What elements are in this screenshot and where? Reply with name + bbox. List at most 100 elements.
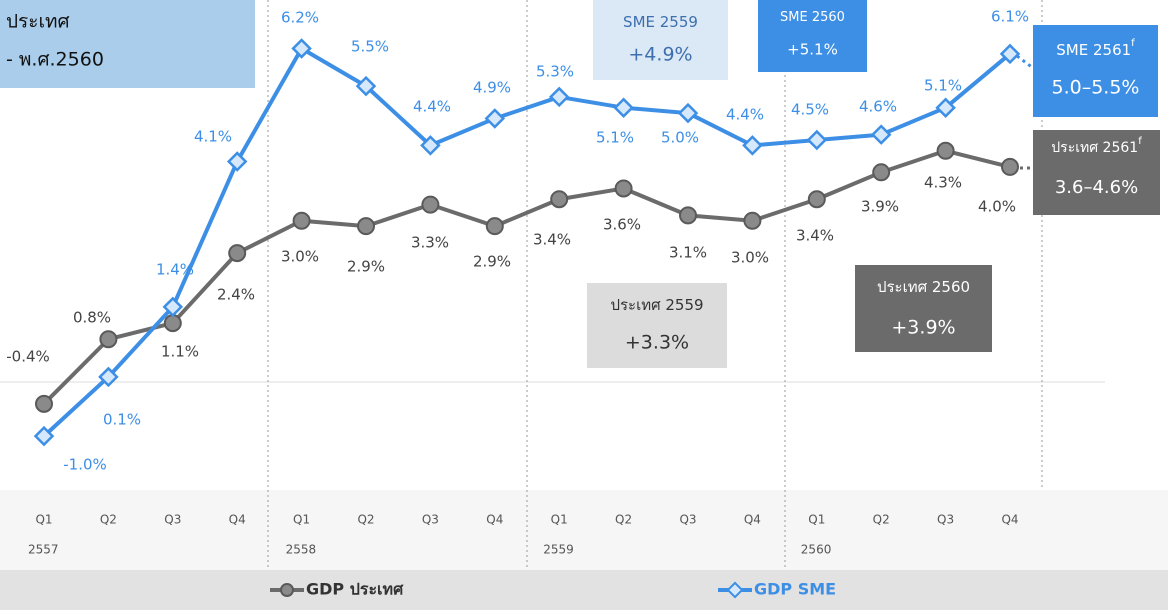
sme-marker xyxy=(420,135,441,156)
data-label: 3.0% xyxy=(281,248,319,266)
year-label: 2557 xyxy=(28,543,59,557)
year-label: 2560 xyxy=(801,543,832,557)
annotation-box xyxy=(1033,130,1160,215)
data-label: 2.4% xyxy=(217,286,255,304)
data-label: 4.4% xyxy=(726,106,764,124)
x-tick-label: Q3 xyxy=(422,513,439,527)
gdp-marker xyxy=(743,211,762,230)
gdp-marker xyxy=(421,195,440,214)
x-tick-label: Q4 xyxy=(744,513,761,527)
data-label: 5.1% xyxy=(924,77,962,95)
gdp-marker xyxy=(228,244,247,263)
annotation-label-text: ประเทศ 2559 xyxy=(610,296,703,314)
annotation-label-text: ประเทศ 2561 xyxy=(1051,140,1138,156)
sme-marker xyxy=(484,108,506,129)
series-line xyxy=(42,148,1011,406)
x-tick-label: Q4 xyxy=(229,513,246,527)
data-label: 3.6% xyxy=(603,216,641,234)
data-label: 4.6% xyxy=(859,98,897,116)
data-label: 4.0% xyxy=(978,198,1016,216)
data-label: 6.1% xyxy=(991,8,1029,26)
legend-marker xyxy=(726,581,744,599)
data-label: -1.0% xyxy=(63,456,107,474)
annotation-value: +3.3% xyxy=(625,332,689,354)
data-label: -0.4% xyxy=(6,348,50,366)
sme-marker xyxy=(291,38,312,59)
x-tick-label: Q3 xyxy=(937,513,954,527)
data-label: 0.1% xyxy=(103,411,141,429)
sme-marker xyxy=(870,124,892,145)
gdp-marker xyxy=(807,190,826,209)
note-box xyxy=(0,0,255,88)
sme-marker xyxy=(355,75,377,97)
legend-label: GDP ประเทศ xyxy=(306,580,404,599)
year-label: 2558 xyxy=(286,543,317,557)
gdp-marker xyxy=(872,163,891,182)
data-label: 2.9% xyxy=(347,258,385,276)
trend-dash xyxy=(1016,54,1034,70)
x-tick-label: Q1 xyxy=(35,513,52,527)
sme-marker xyxy=(98,366,119,388)
data-label: 5.0% xyxy=(661,129,699,147)
annotation-label: ประเทศ 2561f xyxy=(1051,136,1142,156)
data-label: 3.3% xyxy=(411,234,449,252)
data-label: 5.1% xyxy=(596,129,634,147)
note-line: ประเทศ xyxy=(6,11,70,33)
data-label: 5.5% xyxy=(351,38,389,56)
annotation-box xyxy=(593,0,728,80)
data-label: 4.1% xyxy=(194,128,232,146)
annotation-label-text: SME 2560 xyxy=(780,10,845,25)
gdp-marker xyxy=(357,217,375,236)
data-label: 4.5% xyxy=(791,101,829,119)
x-tick-label: Q3 xyxy=(679,513,696,527)
annotation-value: 5.0–5.5% xyxy=(1052,77,1140,99)
annotation-value: +5.1% xyxy=(787,41,838,59)
sme-marker xyxy=(226,151,248,172)
year-label: 2559 xyxy=(543,543,574,557)
legend-marker xyxy=(280,583,294,597)
data-label: 1.1% xyxy=(161,343,199,361)
sme-marker xyxy=(999,43,1021,65)
axis-area xyxy=(0,490,1168,570)
note-line: - พ.ศ.2560 xyxy=(6,49,104,71)
annotation-label-text: SME 2559 xyxy=(623,13,698,31)
data-label: 3.4% xyxy=(533,231,571,249)
data-label: 3.0% xyxy=(731,249,769,267)
annotation-value: +4.9% xyxy=(628,44,692,66)
data-label: 1.4% xyxy=(156,261,194,279)
gdp-marker xyxy=(679,206,697,225)
annotation-label-text: SME 2561 xyxy=(1056,41,1131,59)
gdp-marker xyxy=(292,211,311,230)
data-label: 2.9% xyxy=(473,253,511,271)
legend-bar xyxy=(0,570,1168,610)
x-tick-label: Q4 xyxy=(486,513,503,527)
annotation-label: ประเทศ 2560 xyxy=(877,278,970,296)
data-label: 6.2% xyxy=(281,9,319,27)
x-tick-label: Q1 xyxy=(293,513,310,527)
gdp-marker xyxy=(485,217,504,236)
sme-marker xyxy=(806,129,828,151)
data-label: 3.9% xyxy=(861,198,899,216)
annotation-label: SME 2559 xyxy=(623,13,698,31)
sme-marker xyxy=(162,296,184,318)
annotation-value: +3.9% xyxy=(891,317,955,339)
annotation-value: 3.6–4.6% xyxy=(1055,177,1138,198)
annotation-label: ประเทศ 2559 xyxy=(610,296,703,314)
annotation-label-text: ประเทศ 2560 xyxy=(877,278,970,296)
legend-label: GDP SME xyxy=(754,580,836,599)
gdp-marker xyxy=(35,394,53,413)
x-tick-label: Q4 xyxy=(1001,513,1018,527)
sme-marker xyxy=(548,86,570,108)
sme-marker xyxy=(935,97,956,118)
annotation-box xyxy=(1033,25,1158,117)
data-label: 3.1% xyxy=(669,244,707,262)
year-separators xyxy=(267,0,1043,570)
data-label: 0.8% xyxy=(73,309,111,327)
x-tick-label: Q2 xyxy=(873,513,890,527)
data-label: 4.3% xyxy=(924,174,962,192)
series-line xyxy=(42,46,1012,438)
x-tick-label: Q2 xyxy=(357,513,374,527)
gdp-marker xyxy=(163,314,182,333)
x-tick-label: Q2 xyxy=(100,513,117,527)
annotation-box xyxy=(855,265,992,352)
